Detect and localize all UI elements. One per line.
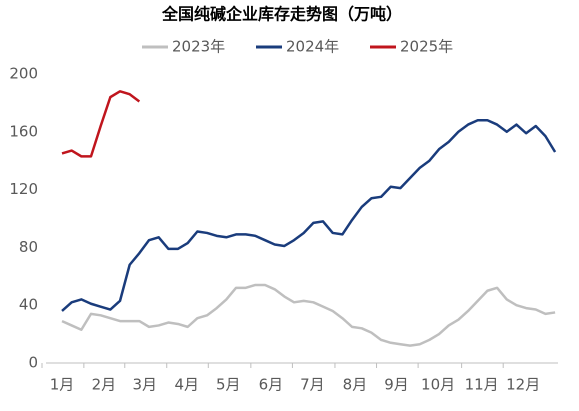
x-tick-label: 12月 [506, 376, 540, 394]
x-tick-label: 3月 [132, 376, 157, 394]
y-tick-label: 80 [19, 238, 38, 256]
x-tick-label: 7月 [300, 376, 325, 394]
y-tick-label: 160 [9, 122, 38, 140]
x-tick-label: 5月 [216, 376, 241, 394]
x-tick-label: 9月 [384, 376, 409, 394]
x-tick-label: 2月 [92, 376, 117, 394]
series-line [61, 118, 557, 312]
series-line [61, 90, 141, 158]
x-tick-label: 8月 [343, 376, 368, 394]
x-tick-label: 4月 [174, 376, 199, 394]
x-tick-label: 11月 [465, 376, 499, 394]
y-tick-label: 120 [9, 180, 38, 198]
x-tick-label: 1月 [50, 376, 75, 394]
series-line [61, 283, 556, 347]
y-tick-label: 0 [28, 354, 38, 372]
legend-label: 2025年 [400, 38, 453, 56]
y-tick-label: 200 [9, 65, 38, 83]
legend-label: 2023年 [172, 38, 225, 56]
y-tick-label: 40 [19, 296, 38, 314]
legend-label: 2024年 [286, 38, 339, 56]
x-tick-label: 6月 [259, 376, 284, 394]
x-tick-label: 10月 [421, 376, 455, 394]
chart-title: 全国纯碱企业库存走势图（万吨） [161, 5, 402, 24]
